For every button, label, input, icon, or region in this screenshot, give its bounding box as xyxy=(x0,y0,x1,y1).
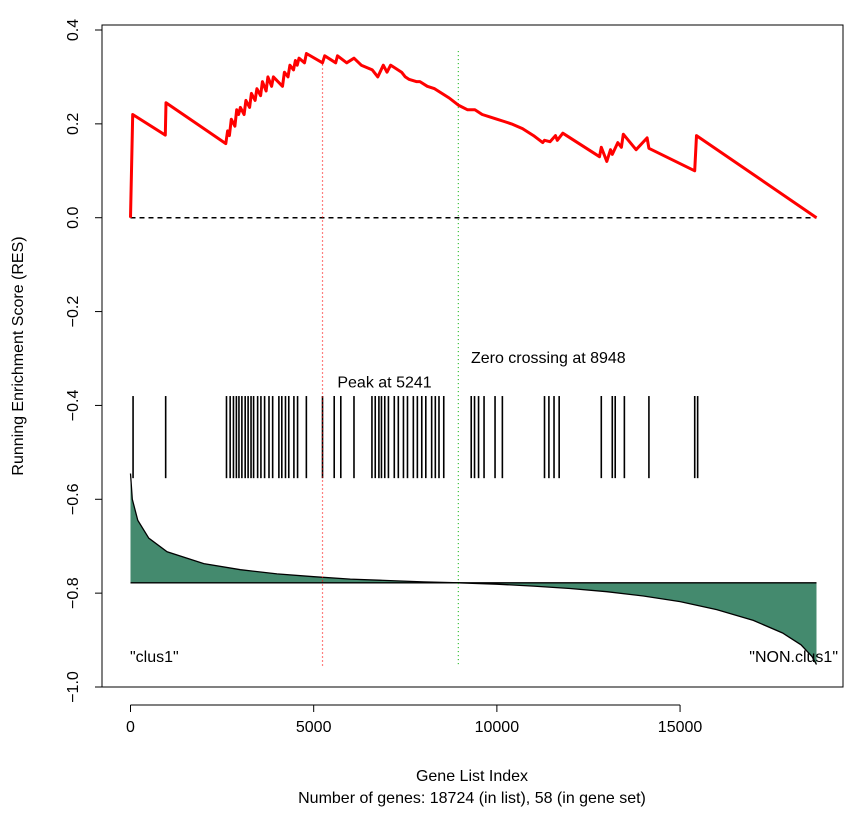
y-tick-label: 0.0 xyxy=(65,206,82,228)
y-axis: −1.0 −0.8 −0.6 −0.4 −0.2 0.0 0.2 0.4 xyxy=(65,19,103,703)
zero-crossing-label: Zero crossing at 8948 xyxy=(471,350,626,367)
y-tick-label: 0.4 xyxy=(65,19,82,41)
left-phenotype-label: "clus1" xyxy=(130,649,179,666)
y-tick-label: 0.2 xyxy=(65,113,82,135)
x-tick-label: 10000 xyxy=(475,719,520,736)
x-tick-label: 5000 xyxy=(296,719,332,736)
y-tick-label: −0.2 xyxy=(65,296,82,328)
running-enrichment-score-line xyxy=(129,52,818,219)
y-tick-label: −1.0 xyxy=(65,671,82,703)
x-tick-label: 15000 xyxy=(658,719,703,736)
ranked-metric-curve xyxy=(129,473,818,665)
peak-label: Peak at 5241 xyxy=(337,375,431,392)
x-axis-title: Gene List Index xyxy=(416,768,528,785)
chart-subtitle: Number of genes: 18724 (in list), 58 (in… xyxy=(298,790,646,807)
gene-set-hits xyxy=(132,396,699,479)
y-tick-label: −0.4 xyxy=(65,390,82,422)
y-axis-title: Running Enrichment Score (RES) xyxy=(10,236,27,475)
y-tick-label: −0.8 xyxy=(65,577,82,609)
x-axis: 0 5000 10000 15000 xyxy=(126,704,703,736)
y-tick-label: −0.6 xyxy=(65,483,82,515)
right-phenotype-label: "NON.clus1" xyxy=(749,649,838,666)
x-tick-label: 0 xyxy=(126,719,135,736)
